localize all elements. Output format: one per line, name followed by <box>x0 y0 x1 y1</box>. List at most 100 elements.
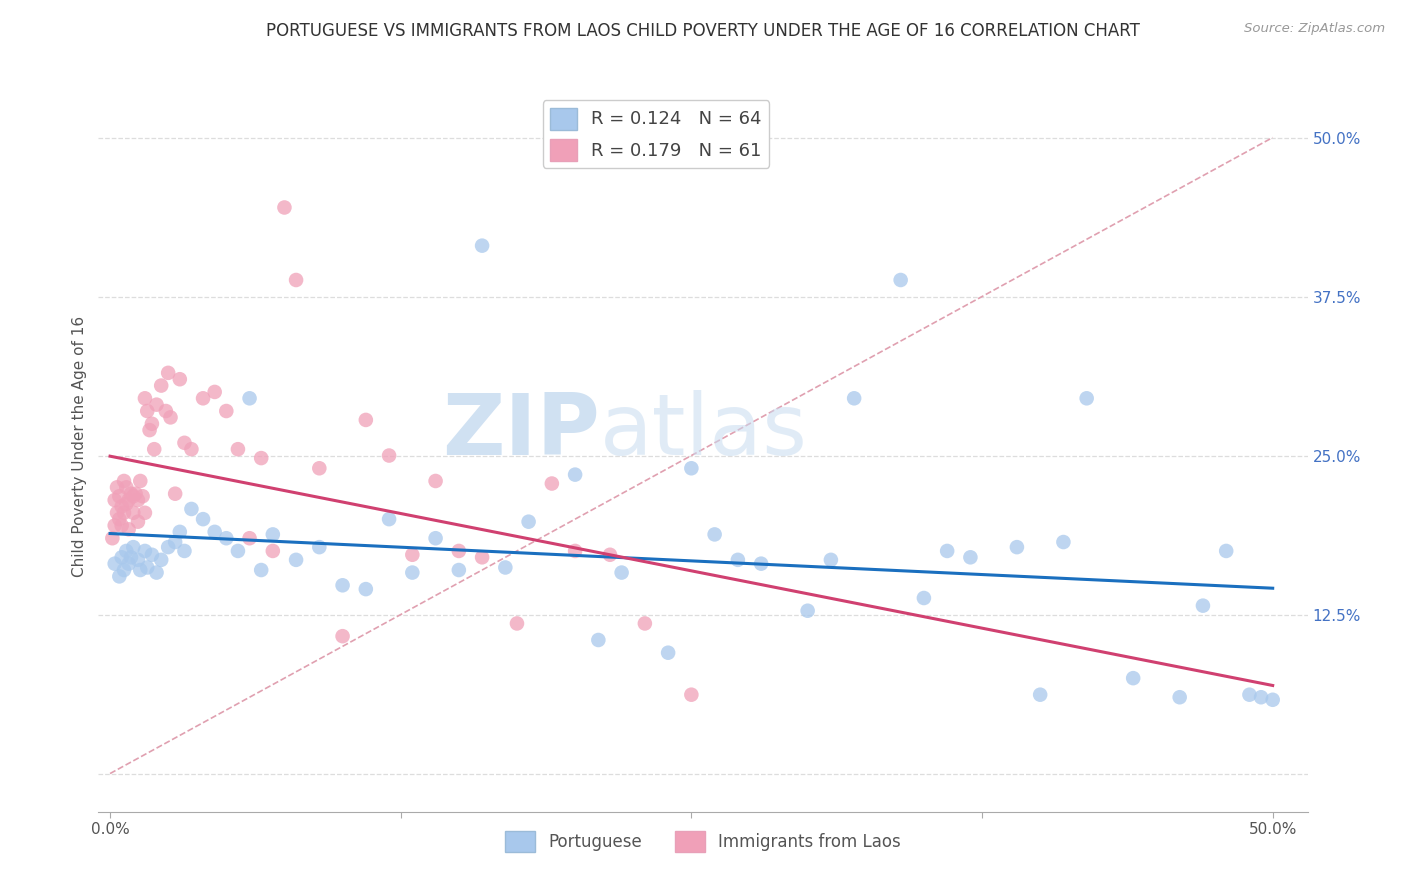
Point <box>1029 688 1052 702</box>
Point <box>155 404 177 418</box>
Point <box>115 544 138 558</box>
Point <box>959 550 981 565</box>
Point <box>141 417 163 431</box>
Point <box>159 410 181 425</box>
Point <box>145 566 167 580</box>
Legend: Portuguese, Immigrants from Laos: Portuguese, Immigrants from Laos <box>498 824 908 858</box>
Point <box>820 553 842 567</box>
Point <box>131 489 153 503</box>
Point <box>703 527 725 541</box>
Point <box>191 512 214 526</box>
Point <box>180 442 202 457</box>
Point <box>1192 599 1215 613</box>
Point <box>104 557 127 571</box>
Point <box>108 512 131 526</box>
Y-axis label: Child Poverty Under the Age of 16: Child Poverty Under the Age of 16 <box>72 316 87 576</box>
Point <box>122 489 145 503</box>
Point <box>749 557 772 571</box>
Point <box>471 238 494 252</box>
Point <box>118 493 141 508</box>
Text: ZIP: ZIP <box>443 390 600 473</box>
Point <box>354 582 377 596</box>
Point <box>157 540 180 554</box>
Point <box>120 486 142 500</box>
Point <box>447 563 470 577</box>
Point <box>134 506 156 520</box>
Text: Source: ZipAtlas.com: Source: ZipAtlas.com <box>1244 22 1385 36</box>
Point <box>890 273 912 287</box>
Point <box>796 604 818 618</box>
Point <box>101 531 124 545</box>
Point <box>273 201 295 215</box>
Point <box>127 553 149 567</box>
Point <box>169 524 191 539</box>
Point <box>517 515 540 529</box>
Point <box>215 404 238 418</box>
Point <box>136 560 159 574</box>
Point <box>226 544 249 558</box>
Point <box>169 372 191 386</box>
Point <box>1215 544 1237 558</box>
Point <box>1122 671 1144 685</box>
Point <box>118 522 141 536</box>
Point <box>215 531 238 545</box>
Point <box>105 480 128 494</box>
Point <box>112 506 135 520</box>
Text: PORTUGUESE VS IMMIGRANTS FROM LAOS CHILD POVERTY UNDER THE AGE OF 16 CORRELATION: PORTUGUESE VS IMMIGRANTS FROM LAOS CHILD… <box>266 22 1140 40</box>
Point <box>610 566 633 580</box>
Point <box>540 476 562 491</box>
Point <box>1052 535 1074 549</box>
Point <box>136 404 159 418</box>
Point <box>1250 690 1272 705</box>
Point <box>378 512 401 526</box>
Point <box>401 548 423 562</box>
Point <box>157 366 180 380</box>
Point <box>308 461 330 475</box>
Point <box>657 646 679 660</box>
Point <box>143 442 166 457</box>
Point <box>112 563 135 577</box>
Point <box>165 486 187 500</box>
Point <box>141 548 163 562</box>
Point <box>138 423 160 437</box>
Point <box>250 451 273 466</box>
Point <box>129 563 152 577</box>
Text: atlas: atlas <box>600 390 808 473</box>
Point <box>150 553 173 567</box>
Point <box>118 557 141 571</box>
Point <box>111 518 134 533</box>
Point <box>564 467 586 482</box>
Point <box>204 384 226 399</box>
Point <box>120 550 142 565</box>
Point <box>204 524 226 539</box>
Point <box>354 413 377 427</box>
Point <box>180 502 202 516</box>
Point <box>1005 540 1028 554</box>
Point <box>134 544 156 558</box>
Point <box>165 535 187 549</box>
Point <box>108 569 131 583</box>
Point <box>588 632 610 647</box>
Point <box>912 591 935 605</box>
Point <box>494 560 516 574</box>
Point <box>447 544 470 558</box>
Point <box>124 486 146 500</box>
Point <box>564 544 586 558</box>
Point <box>936 544 959 558</box>
Point <box>285 553 308 567</box>
Point <box>262 544 284 558</box>
Point <box>401 566 423 580</box>
Point <box>191 392 214 406</box>
Point <box>471 550 494 565</box>
Point <box>506 616 529 631</box>
Point <box>111 500 134 514</box>
Point <box>129 474 152 488</box>
Point <box>1076 392 1098 406</box>
Point <box>1239 688 1261 702</box>
Point <box>122 506 145 520</box>
Point <box>112 474 135 488</box>
Point <box>122 540 145 554</box>
Point <box>332 629 354 643</box>
Point <box>239 392 262 406</box>
Point <box>308 540 330 554</box>
